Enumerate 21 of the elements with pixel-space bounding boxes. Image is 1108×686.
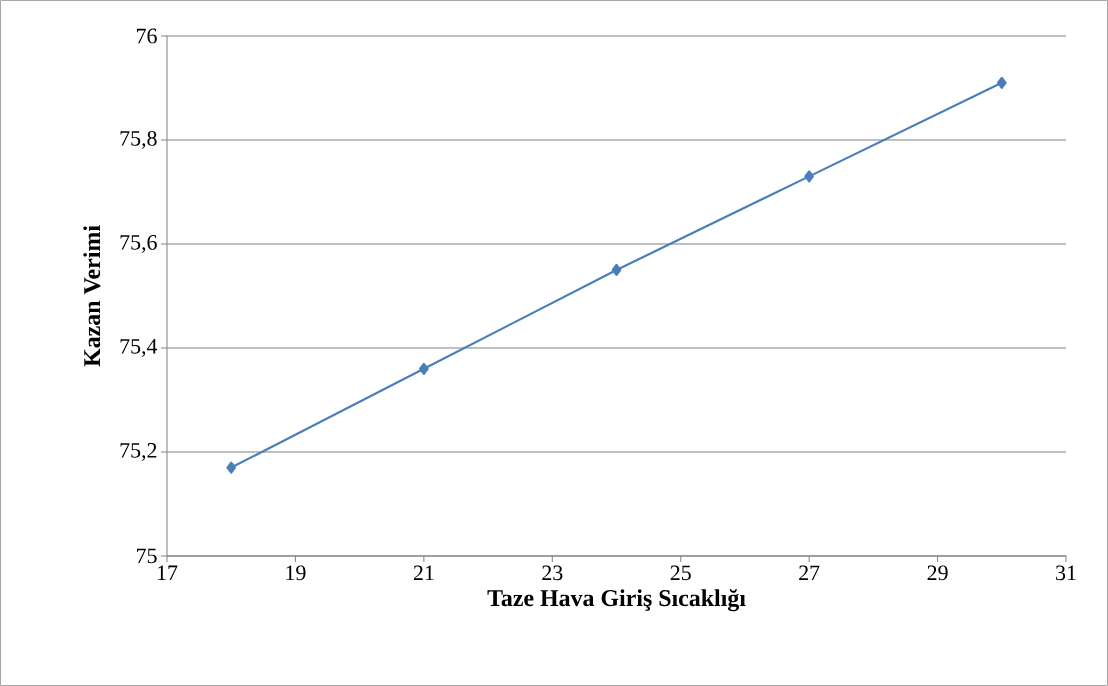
point bbox=[804, 170, 814, 183]
x-tick-label: 27 bbox=[799, 565, 820, 581]
y-tick-label: 75 bbox=[137, 548, 157, 564]
x-tick-label: 19 bbox=[286, 565, 306, 581]
x-tick-label: 25 bbox=[670, 565, 691, 581]
point bbox=[226, 461, 237, 474]
y-tick-label: 76 bbox=[137, 28, 157, 44]
point bbox=[611, 263, 622, 277]
x-tick-label: 21 bbox=[413, 565, 434, 581]
y-tick-label: 75,8 bbox=[120, 131, 157, 149]
x-tick-label: 29 bbox=[927, 565, 948, 581]
x-tick-label: 31 bbox=[1056, 565, 1076, 581]
x-axis-title: Taze Hava Giriş Sıcaklığı bbox=[487, 589, 746, 612]
y-tick-label: 75,6 bbox=[120, 235, 157, 253]
point bbox=[996, 76, 1007, 89]
point bbox=[419, 362, 429, 375]
y-tick-label: 75,4 bbox=[120, 339, 158, 357]
x-tick-label: 17 bbox=[157, 565, 178, 580]
x-tick-label: 23 bbox=[542, 565, 563, 581]
y-tick-label: 75,2 bbox=[120, 443, 157, 461]
y-axis-title: Kazan Verimi bbox=[83, 225, 101, 367]
